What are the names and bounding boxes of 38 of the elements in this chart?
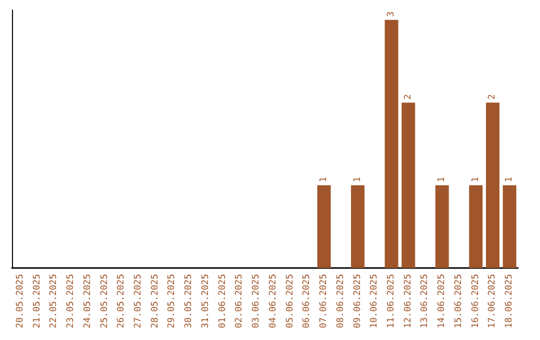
x-tick-label: 10.06.2025 <box>370 274 380 328</box>
data-label: 2 <box>403 94 414 100</box>
data-label: 1 <box>352 176 363 182</box>
x-tick-label: 26.05.2025 <box>116 274 127 328</box>
x-tick-label: 20.05.2025 <box>15 274 26 328</box>
x-tick-label: 08.06.2025 <box>336 274 346 328</box>
x-tick-label: 03.06.2025 <box>252 274 262 328</box>
x-tick-label: 25.05.2025 <box>100 274 110 328</box>
x-tick-label: 04.06.2025 <box>268 274 278 328</box>
x-tick-label: 24.05.2025 <box>82 274 93 328</box>
x-tick-label: 31.05.2025 <box>200 274 211 328</box>
x-tick-label: 07.06.2025 <box>319 274 330 328</box>
data-label: 1 <box>319 176 330 182</box>
x-tick-label: 16.06.2025 <box>470 274 481 328</box>
x-tick-label: 17.06.2025 <box>488 274 498 328</box>
x-tick-label: 23.05.2025 <box>66 274 76 328</box>
data-label: 1 <box>504 176 515 182</box>
x-tick-label: 13.06.2025 <box>420 274 430 328</box>
x-tick-label: 21.05.2025 <box>32 274 42 328</box>
x-tick-label: 27.05.2025 <box>134 274 144 328</box>
data-label: 1 <box>470 176 481 182</box>
x-tick-label: 09.06.2025 <box>352 274 363 328</box>
x-tick-label: 14.06.2025 <box>437 274 448 328</box>
x-tick-label: 01.06.2025 <box>218 274 228 328</box>
x-tick-label: 28.05.2025 <box>150 274 160 328</box>
data-label: 1 <box>437 176 448 182</box>
x-tick-label: 11.06.2025 <box>386 274 396 328</box>
x-tick-label: 15.06.2025 <box>454 274 464 328</box>
data-label: 2 <box>488 94 498 100</box>
x-tick-label: 22.05.2025 <box>49 274 60 328</box>
x-tick-label: 29.05.2025 <box>167 274 178 328</box>
x-tick-label: 12.06.2025 <box>403 274 414 328</box>
data-label: 3 <box>386 12 396 17</box>
x-tick-label: 30.05.2025 <box>184 274 194 328</box>
x-tick-label: 02.06.2025 <box>234 274 245 328</box>
x-tick-label: 05.06.2025 <box>285 274 296 328</box>
x-tick-label: 06.06.2025 <box>302 274 312 328</box>
x-tick-label: 18.06.2025 <box>504 274 515 328</box>
